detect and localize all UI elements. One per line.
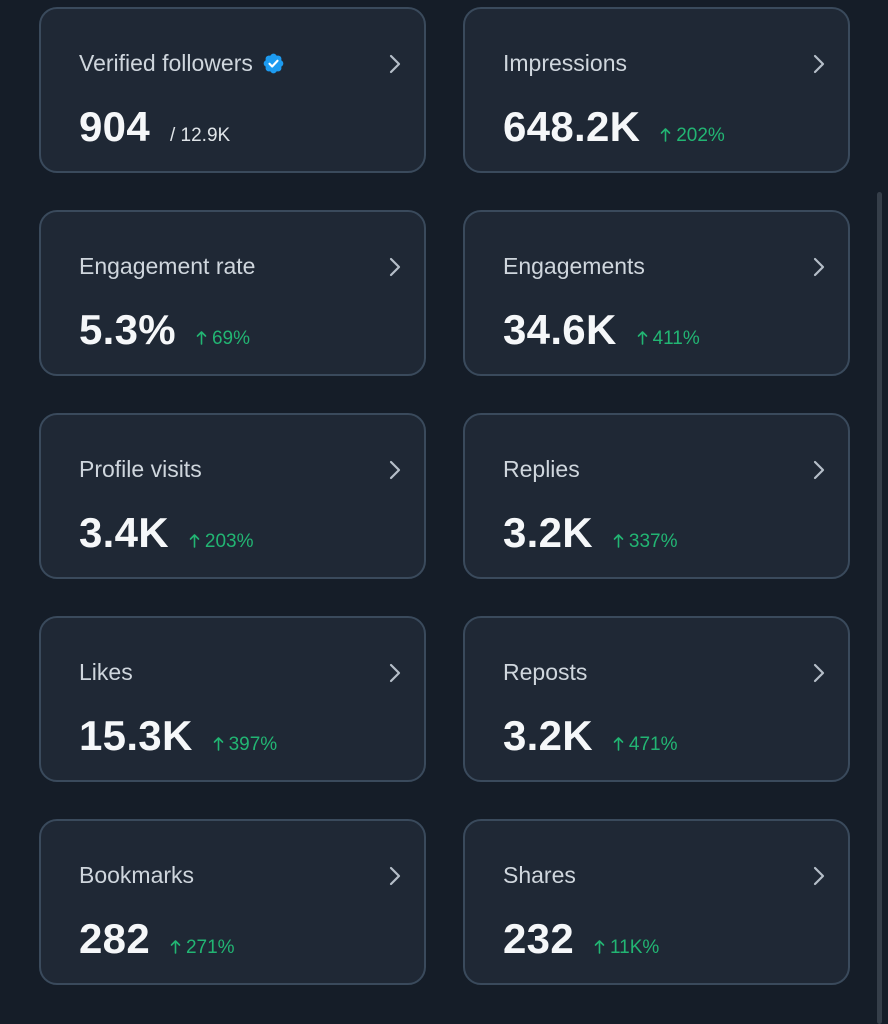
arrow-up-icon bbox=[660, 128, 671, 142]
metric-value: 34.6K bbox=[503, 306, 617, 353]
card-value-row: 648.2K 202% bbox=[503, 103, 725, 151]
metric-change-value: 397% bbox=[228, 734, 278, 755]
card-likes[interactable]: Likes 15.3K 397% bbox=[39, 616, 426, 782]
verified-badge-icon bbox=[263, 53, 284, 73]
metric-value: 904 bbox=[79, 103, 150, 150]
metric-value: 282 bbox=[79, 915, 150, 962]
metric-value: 232 bbox=[503, 915, 574, 962]
metric-value: 15.3K bbox=[79, 712, 193, 759]
card-label: Engagements bbox=[503, 253, 645, 279]
metric-change: 203% bbox=[189, 531, 254, 553]
chevron-right-icon bbox=[389, 257, 401, 277]
arrow-up-icon bbox=[196, 331, 207, 345]
card-label-row: Engagements bbox=[503, 252, 645, 280]
card-value-row: 5.3% 69% bbox=[79, 306, 250, 354]
card-label: Engagement rate bbox=[79, 253, 256, 279]
card-profile-visits[interactable]: Profile visits 3.4K 203% bbox=[39, 413, 426, 579]
metric-change-value: 337% bbox=[628, 531, 678, 552]
card-label-row: Verified followers bbox=[79, 49, 285, 77]
card-label: Reposts bbox=[503, 659, 588, 685]
card-impressions[interactable]: Impressions 648.2K 202% bbox=[463, 7, 850, 173]
card-label: Replies bbox=[503, 456, 580, 482]
card-label-row: Likes bbox=[79, 658, 133, 686]
chevron-right-icon bbox=[389, 866, 401, 886]
metric-change: 202% bbox=[660, 125, 725, 147]
arrow-up-icon bbox=[213, 737, 223, 751]
metric-change-value: 69% bbox=[211, 328, 250, 349]
metric-change: 411% bbox=[637, 328, 700, 350]
arrow-up-icon bbox=[189, 534, 200, 548]
metric-change-value: 11K% bbox=[609, 937, 660, 958]
card-label: Likes bbox=[79, 659, 133, 685]
metric-change: 471% bbox=[613, 734, 678, 756]
card-bookmarks[interactable]: Bookmarks 282 271% bbox=[39, 819, 426, 985]
metric-change-value: 471% bbox=[628, 734, 678, 755]
card-verified-followers[interactable]: Verified followers 904 / 12.9K bbox=[39, 7, 426, 173]
card-label: Bookmarks bbox=[79, 862, 195, 888]
card-label-row: Replies bbox=[503, 455, 580, 483]
card-value-row: 15.3K 397% bbox=[79, 712, 277, 760]
arrow-up-icon bbox=[637, 331, 647, 345]
metric-change-value: 202% bbox=[676, 125, 725, 146]
card-value-row: 232 11K% bbox=[503, 915, 659, 963]
card-value-row: 3.2K 337% bbox=[503, 509, 678, 557]
metric-value: 3.4K bbox=[79, 509, 169, 556]
card-label-row: Engagement rate bbox=[79, 252, 255, 280]
metric-change: 69% bbox=[196, 328, 250, 350]
chevron-right-icon bbox=[813, 866, 825, 886]
metric-change: 337% bbox=[613, 531, 678, 553]
card-engagements[interactable]: Engagements 34.6K 411% bbox=[463, 210, 850, 376]
metric-change-value: 203% bbox=[204, 531, 254, 552]
metrics-grid: Verified followers 904 / 12.9K Impressio… bbox=[39, 7, 850, 985]
metric-change-value: 271% bbox=[185, 937, 235, 958]
metric-total: / 12.9K bbox=[169, 125, 231, 146]
card-label: Impressions bbox=[503, 50, 627, 76]
card-label: Profile visits bbox=[79, 456, 202, 482]
card-label-row: Profile visits bbox=[79, 455, 202, 483]
card-value-row: 34.6K 411% bbox=[503, 306, 700, 354]
chevron-right-icon bbox=[813, 663, 825, 683]
metric-change: 397% bbox=[213, 734, 278, 756]
card-label-row: Impressions bbox=[503, 49, 627, 77]
chevron-right-icon bbox=[813, 460, 825, 480]
card-label: Shares bbox=[503, 862, 576, 888]
card-label-row: Reposts bbox=[503, 658, 587, 686]
card-value-row: 282 271% bbox=[79, 915, 235, 963]
chevron-right-icon bbox=[813, 257, 825, 277]
scrollbar[interactable] bbox=[877, 192, 882, 1024]
chevron-right-icon bbox=[389, 54, 401, 74]
arrow-up-icon bbox=[613, 534, 624, 548]
card-shares[interactable]: Shares 232 11K% bbox=[463, 819, 850, 985]
card-value-row: 3.2K 471% bbox=[503, 712, 678, 760]
metric-change: 271% bbox=[170, 937, 235, 959]
metric-value: 5.3% bbox=[79, 306, 176, 353]
arrow-up-icon bbox=[594, 940, 605, 954]
card-replies[interactable]: Replies 3.2K 337% bbox=[463, 413, 850, 579]
card-label: Verified followers bbox=[79, 50, 253, 76]
card-reposts[interactable]: Reposts 3.2K 471% bbox=[463, 616, 850, 782]
metric-value: 648.2K bbox=[503, 103, 641, 150]
card-label-row: Bookmarks bbox=[79, 861, 194, 889]
metric-value: 3.2K bbox=[503, 712, 593, 759]
chevron-right-icon bbox=[813, 54, 825, 74]
chevron-right-icon bbox=[389, 663, 401, 683]
metric-change-value: 411% bbox=[652, 328, 700, 349]
card-label-row: Shares bbox=[503, 861, 576, 889]
chevron-right-icon bbox=[389, 460, 401, 480]
metric-value: 3.2K bbox=[503, 509, 593, 556]
card-value-row: 904 / 12.9K bbox=[79, 103, 230, 151]
card-engagement-rate[interactable]: Engagement rate 5.3% 69% bbox=[39, 210, 426, 376]
arrow-up-icon bbox=[613, 737, 624, 751]
arrow-up-icon bbox=[170, 940, 181, 954]
card-value-row: 3.4K 203% bbox=[79, 509, 254, 557]
metric-change: 11K% bbox=[594, 937, 659, 959]
